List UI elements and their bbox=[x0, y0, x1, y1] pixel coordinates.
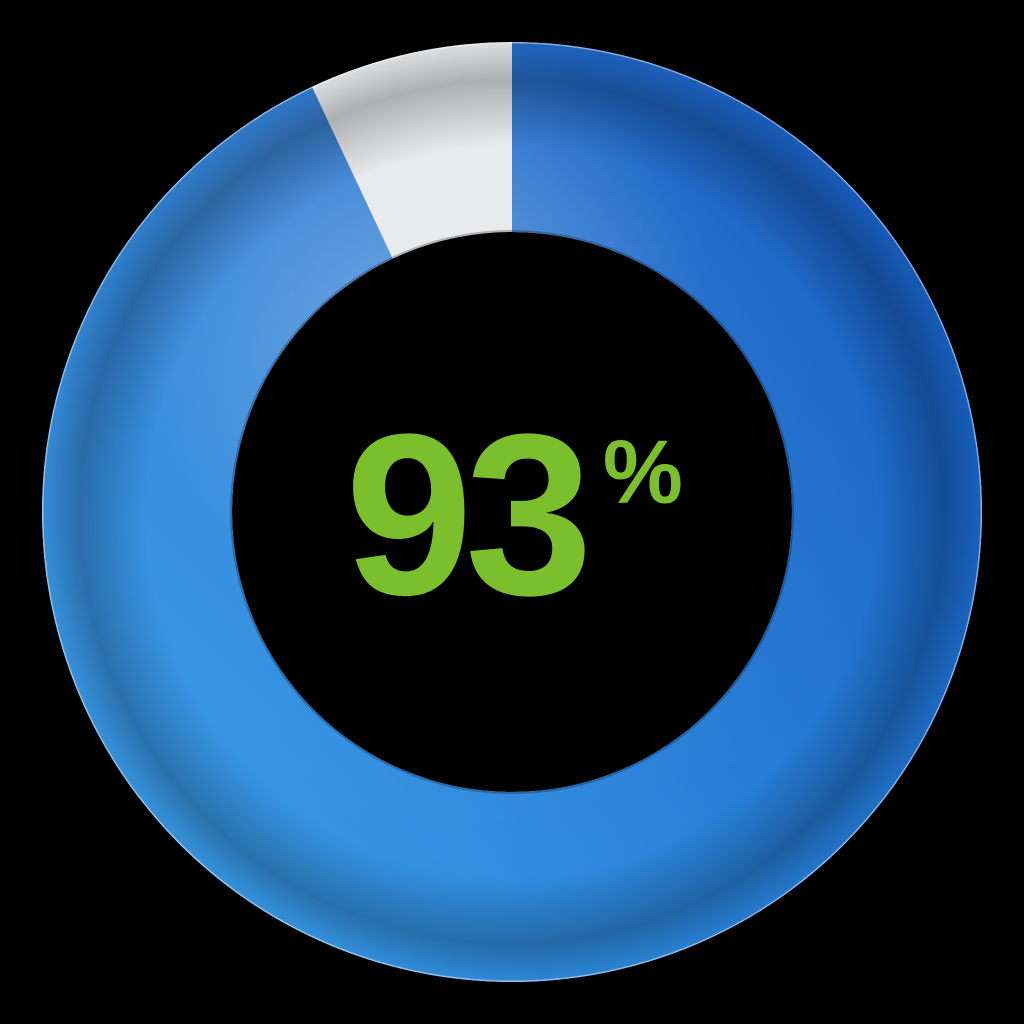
ring-bevel bbox=[42, 42, 982, 982]
donut-svg bbox=[0, 0, 1024, 1024]
donut-progress-chart: 93% bbox=[0, 0, 1024, 1024]
